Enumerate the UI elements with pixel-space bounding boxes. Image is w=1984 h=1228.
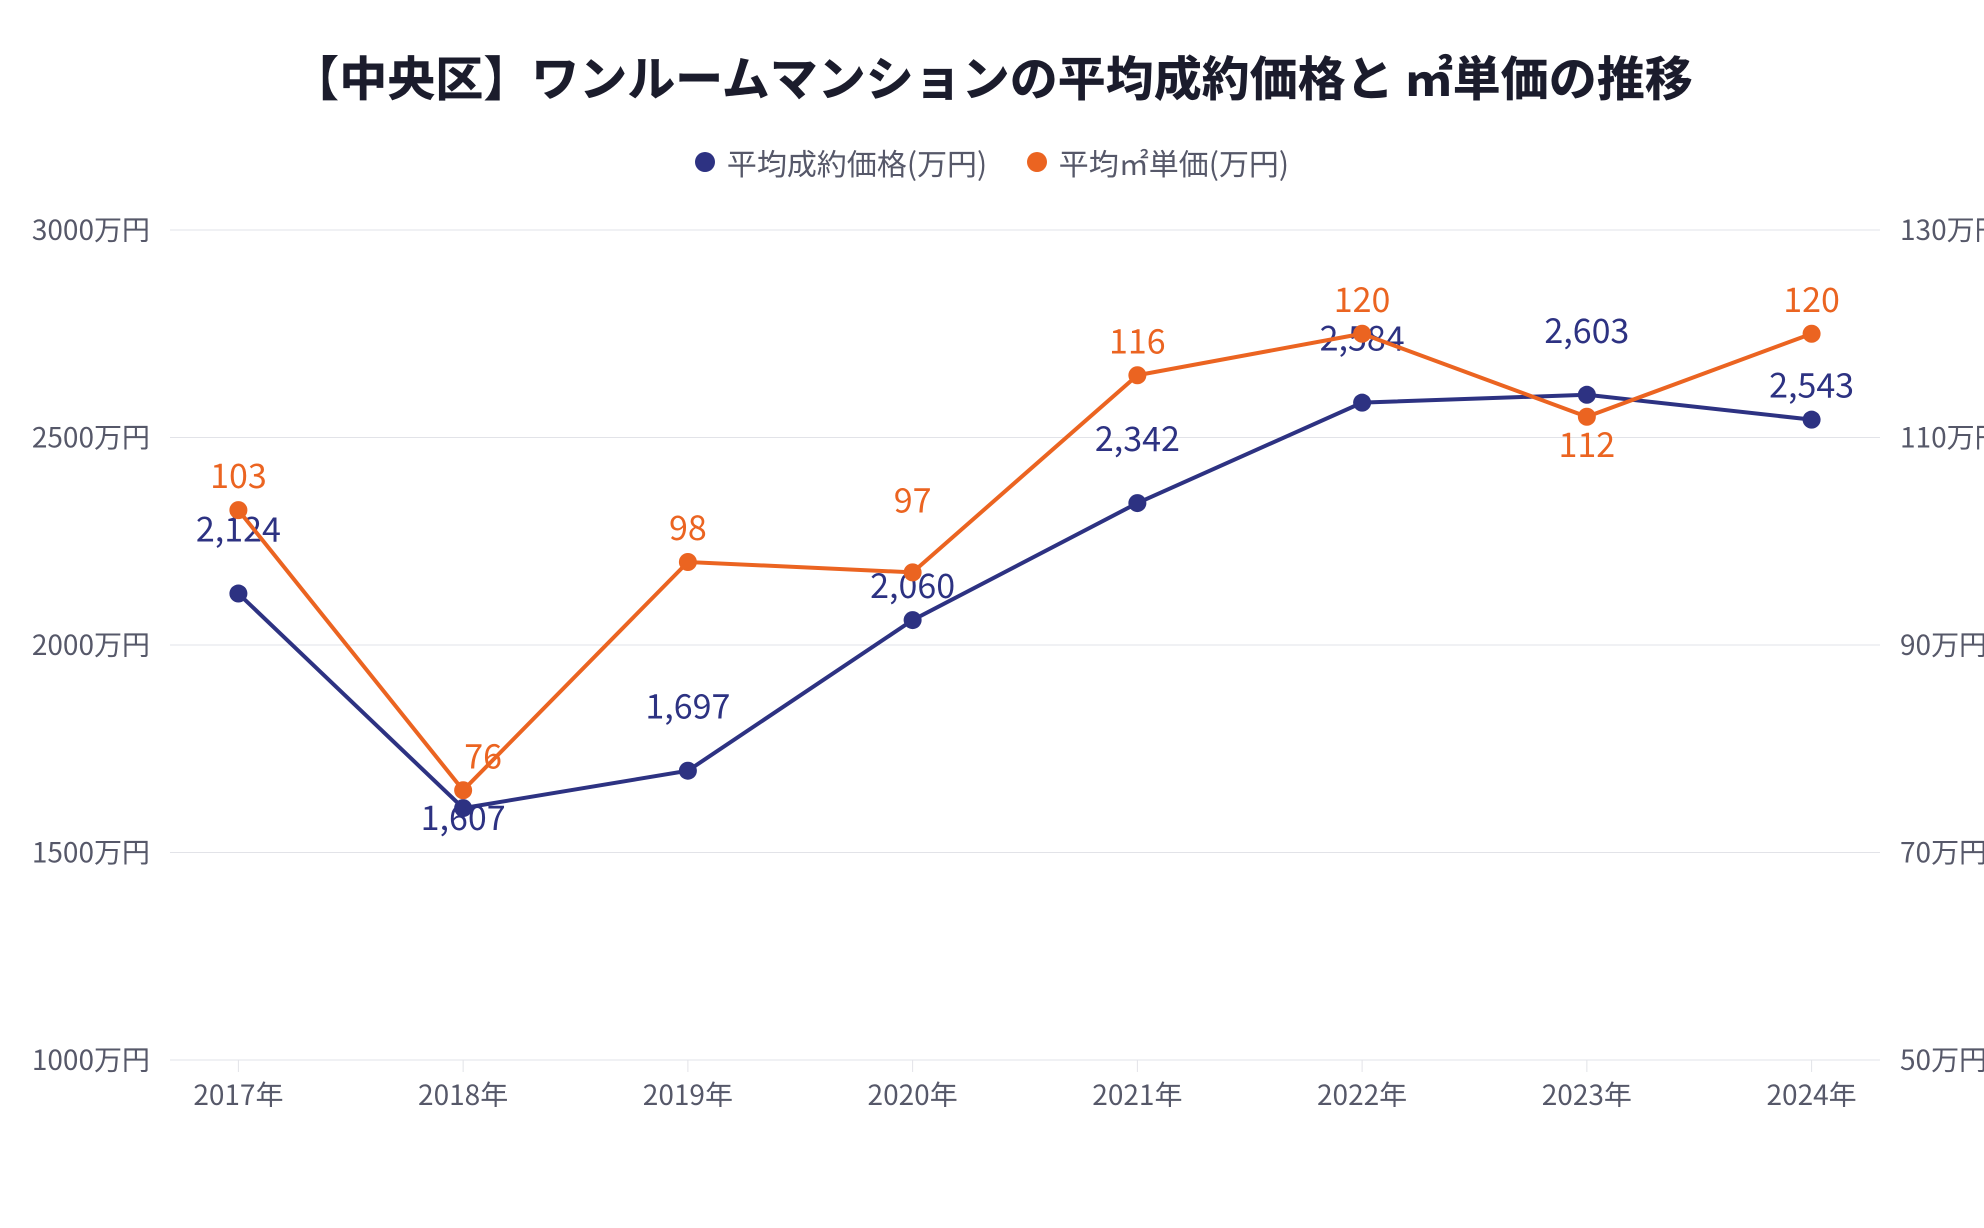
data-label: 1,697	[645, 680, 730, 729]
data-label: 112	[1559, 418, 1616, 467]
y-right-tick-label: 90万円	[1900, 624, 1984, 664]
data-point	[1128, 494, 1146, 512]
data-point	[1578, 386, 1596, 404]
y-right-tick-label: 70万円	[1900, 832, 1984, 872]
data-point	[1353, 394, 1371, 412]
data-label: 116	[1109, 314, 1166, 363]
x-tick-label: 2017年	[193, 1074, 283, 1114]
x-tick-label: 2021年	[1092, 1074, 1182, 1114]
x-tick-label: 2019年	[643, 1074, 733, 1114]
data-label: 120	[1783, 273, 1840, 322]
data-point	[229, 585, 247, 603]
data-point	[904, 611, 922, 629]
plot-area: 1000万円 1500万円 2000万円 2500万円 3000万円 50万円 70万円 90…	[0, 0, 1984, 1228]
data-label: 97	[894, 473, 932, 522]
data-label: 2,603	[1544, 304, 1629, 353]
data-point	[1803, 325, 1821, 343]
data-point	[1803, 411, 1821, 429]
data-label: 2,342	[1095, 412, 1180, 461]
data-label: 98	[669, 501, 707, 550]
y-right-tick-label: 110万円	[1900, 417, 1984, 457]
y-left-tick-label: 1000万円	[32, 1039, 150, 1079]
x-tick-label: 2023年	[1542, 1074, 1632, 1114]
data-point	[679, 553, 697, 571]
data-point	[229, 501, 247, 519]
y-left-tick-label: 1500万円	[32, 832, 150, 872]
y-left-tick-label: 2500万円	[32, 417, 150, 457]
y-right-tick-label: 130万円	[1900, 209, 1984, 249]
x-tick-label: 2018年	[418, 1074, 508, 1114]
data-point	[679, 762, 697, 780]
data-point	[904, 563, 922, 581]
x-tick-label: 2020年	[868, 1074, 958, 1114]
data-label: 103	[210, 449, 267, 498]
y-left-tick-label: 3000万円	[32, 209, 150, 249]
y-right-tick-label: 50万円	[1900, 1039, 1984, 1079]
data-point	[1353, 325, 1371, 343]
chart-container: 【中央区】ワンルームマンションの平均成約価格と ㎡単価の推移 平均成約価格(万円…	[0, 0, 1984, 1228]
y-left-tick-label: 2000万円	[32, 624, 150, 664]
x-tick-label: 2022年	[1317, 1074, 1407, 1114]
data-label: 120	[1334, 273, 1391, 322]
data-point	[1128, 366, 1146, 384]
data-point	[454, 781, 472, 799]
data-label: 76	[464, 729, 502, 778]
x-tick-label: 2024年	[1767, 1074, 1857, 1114]
data-label: 2,543	[1769, 359, 1854, 408]
